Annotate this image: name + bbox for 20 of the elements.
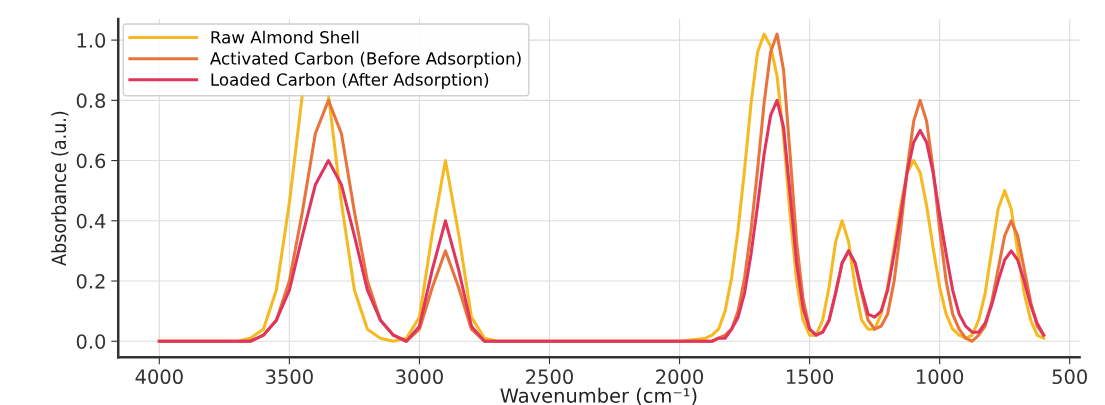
- y-tick-label: 0.6: [76, 153, 106, 169]
- legend-label: Activated Carbon (Before Adsorption): [210, 51, 521, 68]
- y-axis-title: Absorbance (a.u.): [51, 111, 69, 266]
- x-tick-label: 3500: [266, 369, 313, 385]
- y-tick-label: 1.0: [77, 33, 106, 48]
- line-series: [157, 98, 1046, 343]
- y-tick-label: 0.8: [76, 93, 106, 109]
- x-tick-label: 1000: [917, 369, 964, 385]
- x-tick-label: 1500: [786, 369, 834, 385]
- x-tick-label: 2500: [526, 369, 573, 385]
- y-tick-label: 0.0: [76, 334, 106, 349]
- y-tick-label: 0.2: [76, 273, 105, 289]
- legend-label: Loaded Carbon (After Adsorption): [211, 72, 489, 90]
- y-tick-label: 0.4: [76, 213, 106, 229]
- x-tick-label: 4000: [135, 369, 183, 385]
- x-tick-label: 3000: [396, 369, 443, 385]
- legend-label: Raw Almond Shell: [211, 30, 359, 44]
- x-tick-label: 500: [1052, 369, 1087, 385]
- x-tick-label: 2000: [656, 369, 703, 385]
- x-axis-title: Wavenumber (cm⁻¹): [500, 387, 697, 405]
